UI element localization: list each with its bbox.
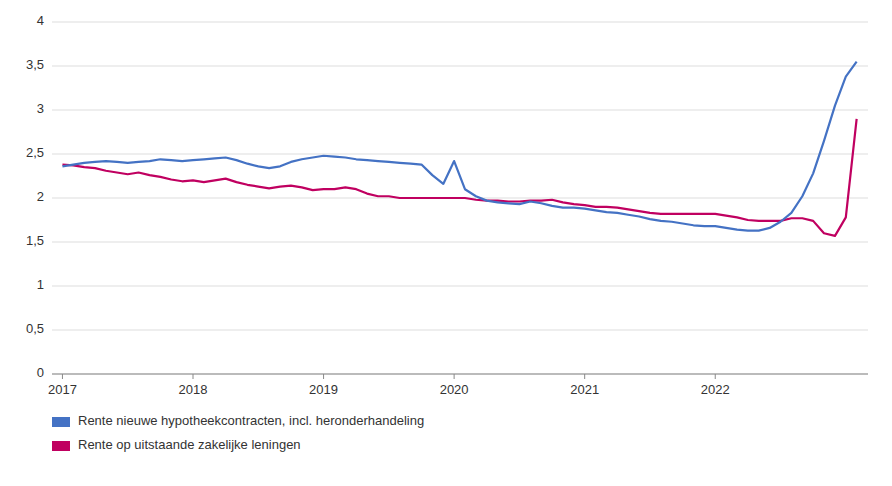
grid-line bbox=[52, 286, 868, 287]
x-tick bbox=[193, 374, 194, 379]
x-tick bbox=[323, 374, 324, 379]
grid-line bbox=[52, 330, 868, 331]
y-tick-label: 0,5 bbox=[26, 321, 44, 336]
grid-line bbox=[52, 154, 868, 155]
x-tick bbox=[715, 374, 716, 379]
legend-swatch bbox=[52, 417, 70, 427]
x-tick-label: 2018 bbox=[179, 382, 208, 397]
grid-line bbox=[52, 374, 868, 375]
y-tick-label: 3,5 bbox=[26, 57, 44, 72]
y-tick-labels: 0 0,5 1 1,5 2 2,5 3 3,5 4 bbox=[26, 13, 44, 380]
y-tick-label: 3 bbox=[37, 101, 44, 116]
grid-line bbox=[52, 66, 868, 67]
y-tick-label: 2 bbox=[37, 189, 44, 204]
legend-swatch bbox=[52, 441, 70, 451]
y-grid bbox=[52, 22, 868, 374]
series bbox=[62, 62, 856, 236]
x-tick-label: 2022 bbox=[701, 382, 730, 397]
legend: Rente nieuwe hypotheekcontracten, incl. … bbox=[52, 413, 424, 452]
grid-line bbox=[52, 22, 868, 23]
series-line bbox=[62, 62, 856, 231]
legend-label: Rente nieuwe hypotheekcontracten, incl. … bbox=[78, 413, 424, 428]
x-tick-label: 2020 bbox=[440, 382, 469, 397]
y-tick-label: 1 bbox=[37, 277, 44, 292]
chart: 0 0,5 1 1,5 2 2,5 3 3,5 4 2017 2018 2019 2020 2021 202… bbox=[0, 0, 892, 486]
x-tick-label: 2017 bbox=[48, 382, 77, 397]
x-tick-label: 2021 bbox=[570, 382, 599, 397]
y-tick-label: 2,5 bbox=[26, 145, 44, 160]
legend-label: Rente op uitstaande zakelijke leningen bbox=[78, 437, 301, 452]
x-tick bbox=[584, 374, 585, 379]
x-tick-label: 2019 bbox=[309, 382, 338, 397]
x-tick bbox=[454, 374, 455, 379]
y-tick-label: 0 bbox=[37, 365, 44, 380]
grid-line bbox=[52, 242, 868, 243]
x-axis: 2017 2018 2019 2020 2021 2022 bbox=[48, 374, 868, 397]
grid-line bbox=[52, 110, 868, 111]
y-tick-label: 1,5 bbox=[26, 233, 44, 248]
x-axis-line bbox=[52, 374, 868, 375]
y-tick-label: 4 bbox=[37, 13, 44, 28]
x-tick bbox=[62, 374, 63, 379]
